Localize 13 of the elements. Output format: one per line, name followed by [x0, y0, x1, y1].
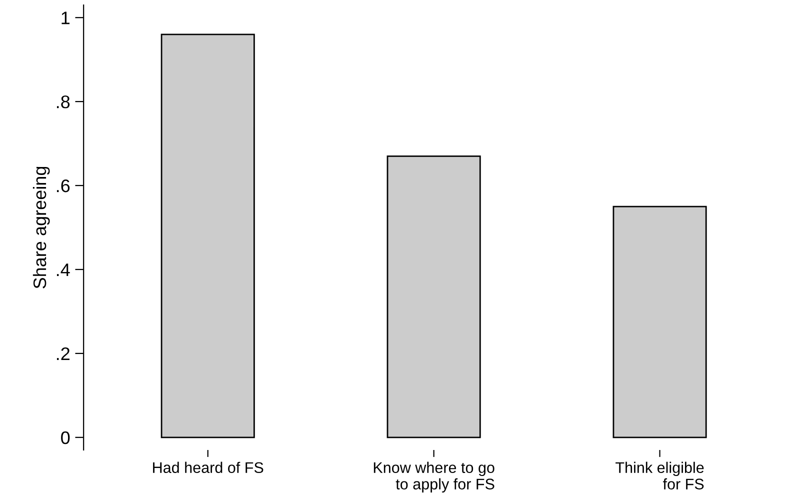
bar [612, 206, 707, 438]
y-tick-label: .2 [56, 347, 70, 360]
y-tick-label: 0 [61, 431, 70, 444]
x-tick-label: Know where to go to apply for FS [374, 462, 494, 493]
x-tick-label: Had heard of FS [153, 462, 264, 474]
x-tick-label: Think eligible for FS [616, 462, 704, 490]
y-tick-label: .4 [56, 264, 70, 276]
bar [386, 155, 481, 438]
y-tick-label: 1 [62, 12, 70, 24]
y-axis-title: Share agreeing [32, 166, 50, 288]
y-tick-label: .8 [56, 95, 70, 108]
bar [160, 34, 255, 438]
y-tick-label: .6 [56, 179, 70, 192]
